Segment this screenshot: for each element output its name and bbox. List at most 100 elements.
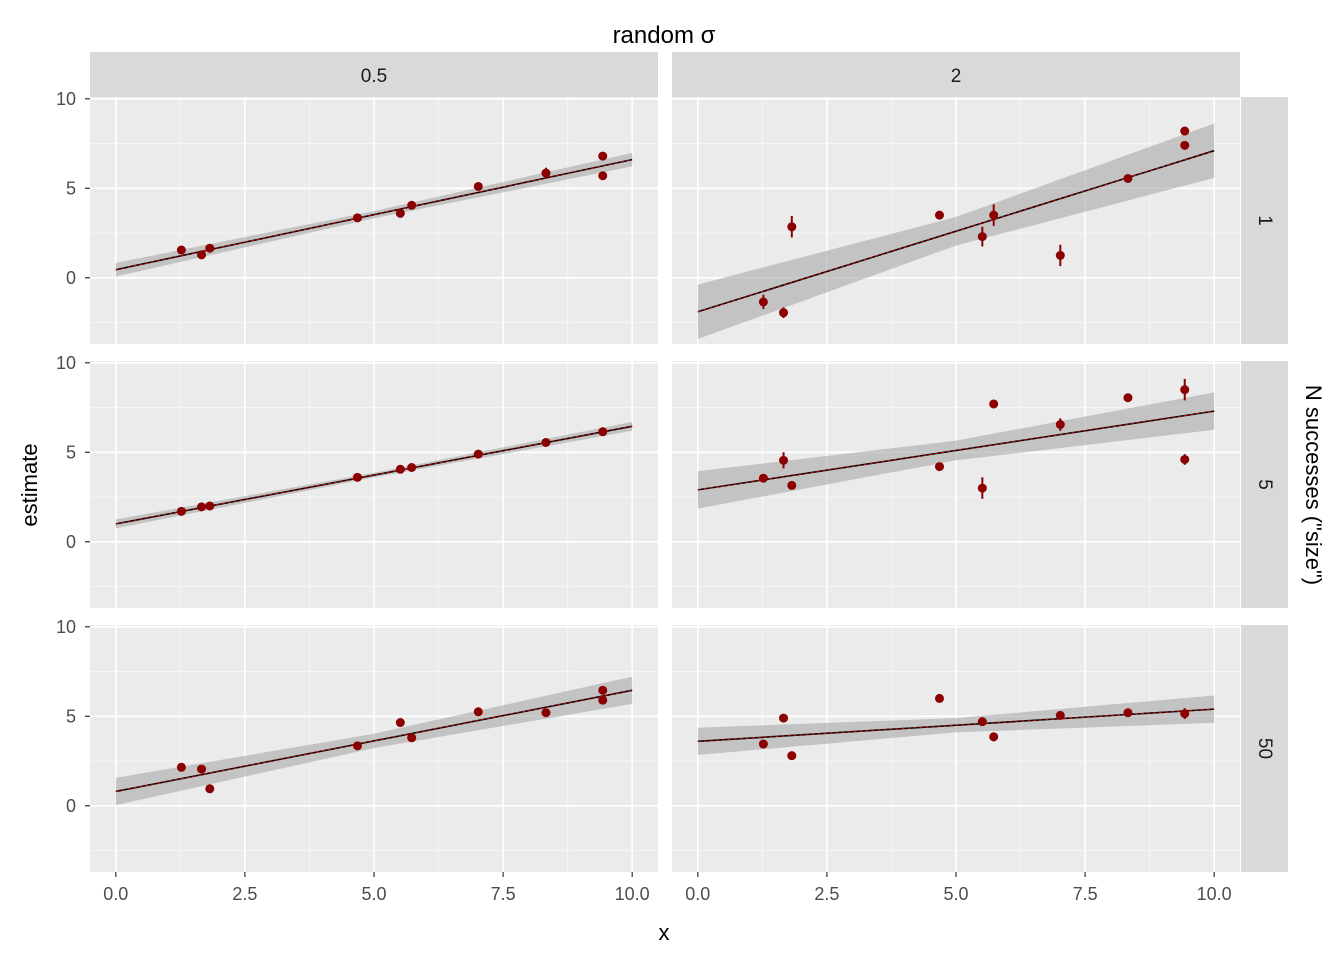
facet-strip-row-label: 5 <box>1254 479 1275 490</box>
data-point <box>934 462 944 472</box>
data-point <box>205 243 215 253</box>
data-point <box>205 501 215 511</box>
facet-strip-col-label: 0.5 <box>361 66 387 87</box>
data-point <box>787 480 797 490</box>
data-point <box>934 693 944 703</box>
data-point <box>541 437 551 447</box>
fit-line-overlay <box>115 689 633 792</box>
data-point <box>197 764 207 774</box>
y-tick-label: 10 <box>56 617 76 637</box>
data-point <box>352 741 362 751</box>
facet-strip-row-label: 50 <box>1254 738 1275 759</box>
y-tick-label: 5 <box>66 442 76 462</box>
y-tick-label: 10 <box>56 89 76 109</box>
facet-strip-row-label: 1 <box>1254 215 1275 226</box>
data-point <box>1123 393 1133 403</box>
data-point <box>989 732 999 742</box>
data-point <box>758 739 768 749</box>
data-point <box>779 713 789 723</box>
data-point <box>352 472 362 482</box>
data-point <box>541 168 551 178</box>
x-tick-label: 0.0 <box>103 884 128 904</box>
data-point <box>598 151 608 161</box>
data-point <box>598 695 608 705</box>
x-tick-label: 2.5 <box>814 884 839 904</box>
fit-line <box>697 410 1215 491</box>
x-tick-label: 10.0 <box>1197 884 1232 904</box>
panel-row-1-col-0.5: 0 5 10 <box>56 89 658 344</box>
data-point <box>176 762 186 772</box>
data-point <box>407 462 417 472</box>
data-point <box>977 232 987 242</box>
data-point <box>473 449 483 459</box>
data-point <box>395 208 405 218</box>
data-point <box>758 297 768 307</box>
facet-strip-col-label: 2 <box>951 66 962 87</box>
panel-row-5-col-0.5: 0 5 10 <box>56 353 658 608</box>
data-point <box>1180 126 1190 136</box>
data-point <box>1180 709 1190 719</box>
data-point <box>1055 710 1065 720</box>
y-tick-label: 0 <box>66 532 76 552</box>
data-point <box>473 707 483 717</box>
facet-strip-col-2 <box>672 52 1240 97</box>
panel-row-50-col-0.5: 0.0 2.5 5.0 7.5 10.0 0 5 10 <box>56 617 658 904</box>
y-tick-label: 0 <box>66 268 76 288</box>
data-point <box>598 171 608 181</box>
data-point <box>779 308 789 318</box>
x-tick-label: 5.0 <box>943 884 968 904</box>
data-point <box>205 784 215 794</box>
data-point <box>352 213 362 223</box>
data-point <box>197 250 207 260</box>
panel-row-5-col-2 <box>672 361 1240 608</box>
x-axis-label: x <box>659 920 670 945</box>
data-point <box>1055 250 1065 260</box>
data-point <box>176 506 186 516</box>
panel-row-50-col-2: 0.0 2.5 5.0 7.5 10.0 <box>672 625 1240 904</box>
fit-line-overlay <box>697 708 1215 742</box>
y-tick-label: 5 <box>66 706 76 726</box>
data-point <box>541 708 551 718</box>
facet-column-title: random σ <box>613 22 716 49</box>
x-tick-label: 2.5 <box>232 884 257 904</box>
data-point <box>395 718 405 728</box>
data-point <box>1180 140 1190 150</box>
data-point <box>598 685 608 695</box>
data-point <box>787 751 797 761</box>
y-tick-label: 5 <box>66 178 76 198</box>
data-point <box>1123 708 1133 718</box>
data-point <box>934 210 944 220</box>
facet-strip-row-5 <box>1241 361 1288 608</box>
x-tick-label: 7.5 <box>1073 884 1098 904</box>
y-tick-label: 10 <box>56 353 76 373</box>
data-point <box>989 399 999 409</box>
data-point <box>1180 385 1190 395</box>
x-tick-label: 0.0 <box>685 884 710 904</box>
data-point <box>473 181 483 191</box>
data-point <box>1055 420 1065 430</box>
y-tick-label: 0 <box>66 796 76 816</box>
data-point <box>407 733 417 743</box>
facet-strip-col-0.5 <box>90 52 658 97</box>
data-point <box>1180 454 1190 464</box>
facet-row-title: N successes ("size") <box>1301 385 1326 585</box>
data-point <box>598 427 608 437</box>
y-axis-label: estimate <box>17 443 42 526</box>
data-point <box>787 222 797 232</box>
data-point <box>407 200 417 210</box>
x-tick-label: 10.0 <box>615 884 650 904</box>
data-point <box>989 210 999 220</box>
x-tick-label: 7.5 <box>491 884 516 904</box>
panel-row-1-col-2 <box>672 97 1240 344</box>
data-point <box>758 473 768 483</box>
data-point <box>176 245 186 255</box>
facet-strip-row-1 <box>1241 97 1288 344</box>
data-point <box>1123 173 1133 183</box>
facet-strip-row-50 <box>1241 625 1288 872</box>
data-point <box>977 483 987 493</box>
panels-layer: 0.5 2 1 5 50 0 5 10 0 5 10 0.0 2.5 5.0 7.5 10.0 0 5 10 0.0 2… <box>56 52 1288 904</box>
x-tick-label: 5.0 <box>361 884 386 904</box>
data-point <box>779 455 789 465</box>
data-point <box>197 502 207 512</box>
